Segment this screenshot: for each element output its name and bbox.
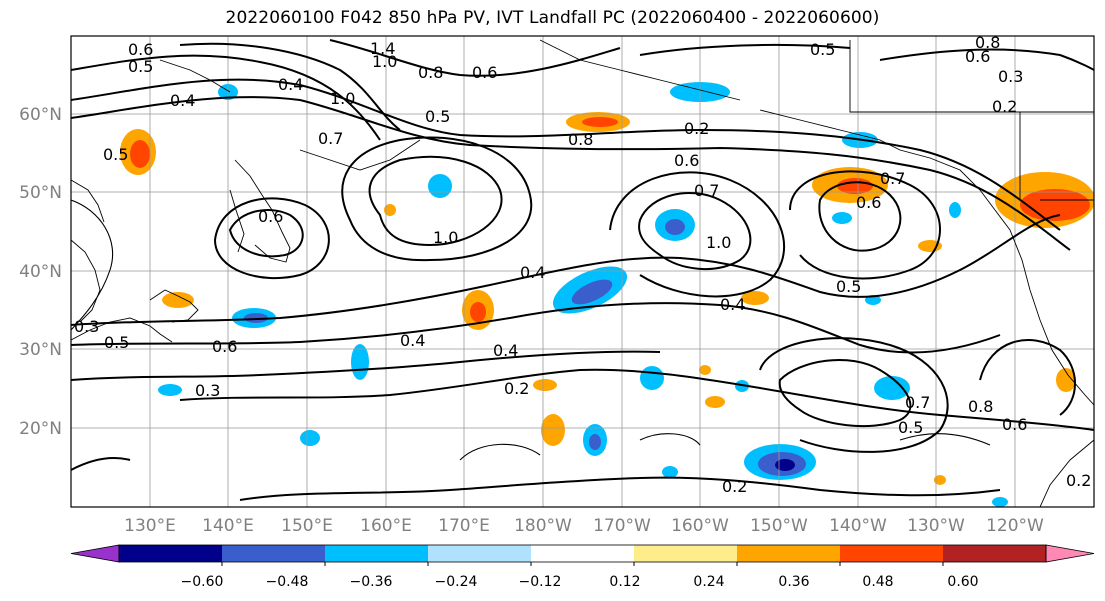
colorbar-tick-label: −0.12 — [519, 574, 562, 590]
colorbar-segment — [222, 545, 326, 562]
contour-label: 1.0 — [706, 233, 731, 252]
colorbar-segment — [119, 545, 223, 562]
contour-label: 0.2 — [684, 119, 709, 138]
lon-label: 150°W — [750, 516, 808, 536]
colorbar-segment — [325, 545, 429, 562]
contour-label-group: 0.6 0.5 1.4 1.0 0.8 0.6 0.5 0.8 0.6 0.3 … — [74, 33, 1091, 496]
lon-label: 160°E — [360, 516, 412, 536]
contour-label: 1.0 — [372, 52, 397, 71]
colorbar: −0.60 −0.48 −0.36 −0.24 −0.12 0.12 0.24 … — [70, 544, 1095, 590]
pv-contours-thin — [71, 199, 991, 461]
lon-label: 170°E — [438, 516, 490, 536]
colorbar-segment — [531, 545, 635, 562]
contour-label: 1.4 — [370, 39, 395, 58]
contour-label: 0.5 — [104, 333, 129, 352]
map-frame — [70, 35, 1095, 508]
contour-label: 0.4 — [278, 75, 303, 94]
contour-label: 0.6 — [258, 207, 283, 226]
contour-label: 0.3 — [195, 381, 220, 400]
contour-label: 0.5 — [103, 145, 128, 164]
colorbar-segment — [428, 545, 532, 562]
contour-label: 0.5 — [425, 107, 450, 126]
contour-label: 0.6 — [856, 193, 881, 212]
lon-label: 150°E — [281, 516, 333, 536]
colorbar-segment — [737, 545, 841, 562]
contour-label: 0.4 — [170, 91, 195, 110]
contour-label: 0.4 — [400, 331, 425, 350]
lat-label-30n: 30°N — [19, 340, 62, 360]
contour-label: 0.4 — [493, 341, 518, 360]
contour-label: 1.0 — [433, 228, 458, 247]
contour-label: 0.6 — [1002, 415, 1027, 434]
contour-label: 0.5 — [128, 57, 153, 76]
colorbar-outline — [118, 544, 1047, 563]
colorbar-tick-label: 0.36 — [778, 574, 809, 590]
map-title: 2022060100 F042 850 hPa PV, IVT Landfall… — [225, 8, 880, 28]
colorbar-ticks — [221, 562, 944, 566]
contour-label: 0.6 — [965, 47, 990, 66]
contour-label: 0.2 — [504, 379, 529, 398]
lon-label: 170°W — [593, 516, 651, 536]
contour-label: 0.8 — [968, 397, 993, 416]
contour-label: 0.6 — [128, 40, 153, 59]
contour-label: 0.2 — [992, 97, 1017, 116]
lat-label-60n: 60°N — [19, 105, 62, 125]
contour-label: 0.8 — [418, 63, 443, 82]
lon-label: 140°E — [202, 516, 254, 536]
contour-label: 0.5 — [836, 277, 861, 296]
pv-contours — [71, 39, 1094, 501]
colorbar-tick-label: −0.36 — [350, 574, 393, 590]
colorbar-tick-label: −0.24 — [435, 574, 478, 590]
colorbar-extend-high — [1045, 544, 1095, 563]
contour-label: 0.7 — [880, 169, 905, 188]
contour-label: 0.2 — [722, 477, 747, 496]
lat-label-50n: 50°N — [19, 183, 62, 203]
contour-label: 0.7 — [905, 393, 930, 412]
contour-label: 1.0 — [330, 89, 355, 108]
colorbar-segment — [634, 545, 738, 562]
colorbar-tick-label: 0.24 — [693, 574, 724, 590]
contour-label: 0.7 — [694, 181, 719, 200]
coastlines — [71, 39, 1094, 507]
contour-label: 0.8 — [975, 33, 1000, 52]
contour-label: 0.3 — [74, 317, 99, 336]
contour-label: 0.4 — [720, 295, 745, 314]
latitude-labels: 60°N 50°N 40°N 30°N 20°N — [19, 105, 62, 439]
contour-label: 0.2 — [1066, 471, 1091, 490]
lon-label: 130°E — [124, 516, 176, 536]
colorbar-tick-label: 0.60 — [947, 574, 978, 590]
contour-label: 0.5 — [898, 418, 923, 437]
contour-label: 0.5 — [810, 40, 835, 59]
gridlines — [71, 36, 1094, 507]
colorbar-tick-label: 0.12 — [609, 574, 640, 590]
lon-label: 140°W — [829, 516, 887, 536]
longitude-labels: 130°E 140°E 150°E 160°E 170°E 180°W 170°… — [124, 516, 1044, 536]
lon-label: 160°W — [671, 516, 729, 536]
colorbar-segment — [943, 545, 1047, 562]
colorbar-tick-label: 0.48 — [862, 574, 893, 590]
lon-label: 130°W — [907, 516, 965, 536]
colorbar-extend-low — [70, 544, 120, 563]
contour-label: 0.6 — [472, 63, 497, 82]
pv-shading — [120, 82, 1094, 507]
colorbar-tick-label: −0.60 — [181, 574, 224, 590]
colorbar-tick-labels: −0.60 −0.48 −0.36 −0.24 −0.12 0.12 0.24 … — [181, 574, 979, 590]
lon-label: 180°W — [514, 516, 572, 536]
colorbar-tick-label: −0.48 — [266, 574, 309, 590]
contour-label: 0.7 — [318, 129, 343, 148]
colorbar-segment — [840, 545, 944, 562]
lat-label-40n: 40°N — [19, 262, 62, 282]
contour-label: 0.8 — [568, 130, 593, 149]
contour-label: 0.6 — [674, 151, 699, 170]
lat-label-20n: 20°N — [19, 419, 62, 439]
contour-label: 0.3 — [998, 67, 1023, 86]
contour-label: 0.6 — [212, 337, 237, 356]
lon-label: 120°W — [986, 516, 1044, 536]
colorbar-segments — [70, 544, 1095, 563]
map-plot-area: 0.6 0.5 1.4 1.0 0.8 0.6 0.5 0.8 0.6 0.3 … — [71, 33, 1094, 507]
contour-label: 0.4 — [520, 263, 545, 282]
